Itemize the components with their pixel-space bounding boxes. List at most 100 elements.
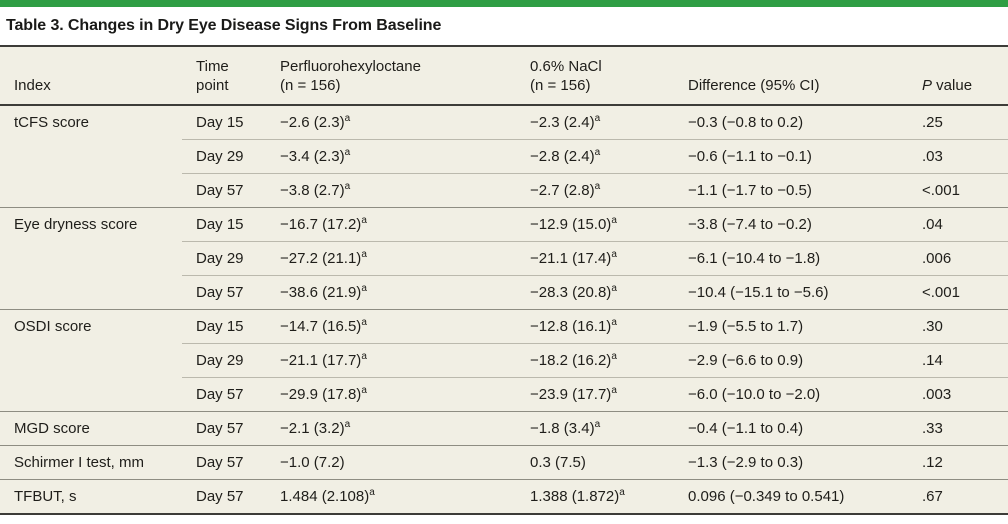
cell-text: .67 [922,488,943,505]
row-index-label: Eye dryness score [0,207,182,310]
cell-text: −21.1 (17.7) [280,352,362,369]
footnote-marker: a [611,385,617,396]
table-row: Day 57 −3.8 (2.7)a −2.7 (2.8)a −1.1 (−1.7 t… [0,173,1008,208]
header-line: Perfluorohexyloctane [280,58,421,75]
difference-ci-cell: −0.6 (−1.1 to −0.1) [674,139,904,174]
cell-text: −0.6 (−1.1 to −0.1) [688,148,812,165]
row-index-label: OSDI score [0,309,182,412]
perfluorohexyloctane-value-cell: −2.6 (2.3)a [266,104,516,140]
difference-ci-cell: −1.3 (−2.9 to 0.3) [674,445,904,480]
row-index-label: Schirmer I test, mm [0,445,182,480]
cell-text: Day 15 [196,114,244,131]
footnote-marker: a [361,215,367,226]
difference-ci-cell: −2.9 (−6.6 to 0.9) [674,343,904,378]
cell-text: Day 29 [196,352,244,369]
nacl-value-cell: −2.3 (2.4)a [516,104,674,140]
footnote-marker: a [611,215,617,226]
perfluorohexyloctane-value-cell: −14.7 (16.5)a [266,309,516,344]
nacl-value-cell: −2.7 (2.8)a [516,173,674,208]
footnote-marker: a [344,113,351,124]
footnote-marker: a [361,351,367,362]
footnote-marker: a [361,249,367,260]
cell-text: −21.1 (17.4) [530,250,612,267]
time-point-cell: Day 57 [182,173,266,208]
difference-ci-cell: −10.4 (−15.1 to −5.6) [674,275,904,310]
cell-text: −12.9 (15.0) [530,216,612,233]
header-row: Index Time point Perfluorohexyloctane (n… [0,46,1008,106]
header-label: Difference (95% CI) [688,77,820,94]
perfluorohexyloctane-value-cell: −16.7 (17.2)a [266,207,516,242]
p-value-cell: .04 [904,207,1008,242]
cell-text: −27.2 (21.1) [280,250,362,267]
time-point-cell: Day 57 [182,275,266,310]
time-point-cell: Day 57 [182,411,266,446]
p-value-cell: .14 [904,343,1008,378]
cell-text: Day 29 [196,250,244,267]
cell-text: −1.1 (−1.7 to −0.5) [688,182,812,199]
time-point-cell: Day 57 [182,377,266,412]
footnote-marker: a [594,147,601,158]
cell-text: tCFS score [14,114,90,131]
nacl-value-cell: −28.3 (20.8)a [516,275,674,310]
cell-text: 1.484 (2.108) [280,488,370,505]
cell-text: Day 15 [196,318,244,335]
cell-text: .006 [922,250,952,267]
cell-text: Eye dryness score [14,216,138,233]
header-line: (n = 156) [280,77,341,94]
cell-text: −23.9 (17.7) [530,386,612,403]
col-header-nacl: 0.6% NaCl (n = 156) [516,46,674,106]
cell-text: −29.9 (17.8) [280,386,362,403]
cell-text: −0.3 (−0.8 to 0.2) [688,114,804,131]
difference-ci-cell: −0.3 (−0.8 to 0.2) [674,104,904,140]
footnote-marker: a [361,385,367,396]
nacl-value-cell: −2.8 (2.4)a [516,139,674,174]
table-row: Day 57 −38.6 (21.9)a −28.3 (20.8)a −10.4 (−… [0,275,1008,310]
perfluorohexyloctane-value-cell: −1.0 (7.2) [266,445,516,480]
perfluorohexyloctane-value-cell: 1.484 (2.108)a [266,479,516,514]
perfluorohexyloctane-value-cell: −27.2 (21.1)a [266,241,516,276]
cell-text: −1.9 (−5.5 to 1.7) [688,318,804,335]
cell-text: <.001 [922,284,960,301]
perfluorohexyloctane-value-cell: −21.1 (17.7)a [266,343,516,378]
cell-text: Day 15 [196,216,244,233]
table-row: MGD score Day 57 −2.1 (3.2)a −1.8 (3.4)a −0.… [0,411,1008,446]
cell-text: OSDI score [14,318,92,335]
time-point-cell: Day 15 [182,104,266,140]
p-value-cell: .33 [904,411,1008,446]
cell-text: −3.4 (2.3) [280,148,345,165]
p-value-cell: <.001 [904,275,1008,310]
cell-text: Day 57 [196,454,244,471]
col-header-index: Index [0,46,182,106]
difference-ci-cell: 0.096 (−0.349 to 0.541) [674,479,904,514]
cell-text: −2.6 (2.3) [280,114,345,131]
footnote-marker: a [611,317,617,328]
cell-text: Day 57 [196,420,244,437]
cell-text: Day 57 [196,386,244,403]
p-value-cell: .30 [904,309,1008,344]
footnote-marker: a [611,283,617,294]
difference-ci-cell: −0.4 (−1.1 to 0.4) [674,411,904,446]
col-header-difference: Difference (95% CI) [674,46,904,106]
nacl-value-cell: −23.9 (17.7)a [516,377,674,412]
col-header-p-value: P value [904,46,1008,106]
table-row: Eye dryness score Day 15 −16.7 (17.2)a −12.… [0,207,1008,310]
time-point-cell: Day 15 [182,309,266,344]
cell-text: −6.0 (−10.0 to −2.0) [688,386,821,403]
cell-text: .25 [922,114,943,131]
table-body: tCFS score Day 15 −2.6 (2.3)a −2.3 (2.4)a −0… [0,104,1008,514]
header-line: (n = 156) [530,77,591,94]
time-point-cell: Day 29 [182,343,266,378]
col-header-perfluorohexyloctane: Perfluorohexyloctane (n = 156) [266,46,516,106]
col-header-time-point: Time point [182,46,266,106]
cell-text: 1.388 (1.872) [530,488,620,505]
header-line: Time [196,58,229,75]
perfluorohexyloctane-value-cell: −3.8 (2.7)a [266,173,516,208]
cell-text: −1.3 (−2.9 to 0.3) [688,454,804,471]
cell-text: −0.4 (−1.1 to 0.4) [688,420,804,437]
accent-bar [0,0,1008,7]
header-label-italic: P [922,77,933,94]
cell-text: .33 [922,420,943,437]
difference-ci-cell: −6.0 (−10.0 to −2.0) [674,377,904,412]
data-table: Index Time point Perfluorohexyloctane (n… [0,45,1008,515]
cell-text: TFBUT, s [14,488,77,505]
